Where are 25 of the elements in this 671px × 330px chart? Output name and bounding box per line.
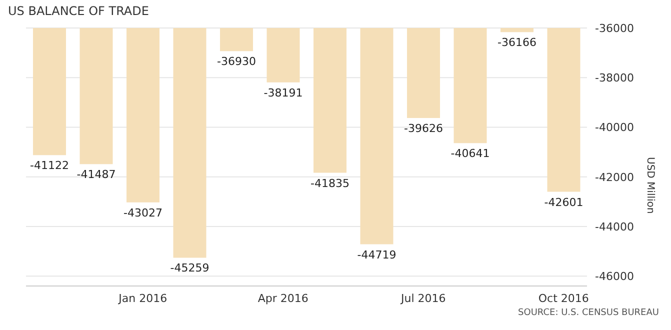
y-tick-label: -46000	[595, 270, 634, 283]
data-label: -44719	[357, 248, 396, 262]
y-tick-label: -36000	[595, 22, 634, 35]
x-tick-label: Jan 2016	[118, 292, 168, 305]
data-label: -41835	[310, 176, 350, 190]
y-axis-title: USD Million	[644, 157, 656, 214]
data-label: -40641	[450, 147, 490, 160]
chart-title: US BALANCE OF TRADE	[8, 4, 149, 18]
data-label: -39626	[404, 122, 443, 135]
data-label: -41122	[30, 159, 69, 172]
data-label: -36930	[217, 55, 256, 68]
data-label: -36166	[498, 36, 536, 50]
y-tick-label: -42000	[595, 170, 634, 184]
y-tick-label: -38000	[595, 72, 634, 85]
data-label: -41487	[76, 168, 116, 182]
y-tick-label: -44000	[595, 220, 634, 234]
data-label: -38191	[264, 86, 303, 100]
x-tick-label: Apr 2016	[258, 292, 308, 305]
data-label: -43027	[124, 206, 162, 220]
source-note: SOURCE: U.S. CENSUS BUREAU	[518, 308, 659, 318]
data-label: -42601	[544, 196, 584, 209]
x-tick-label: Oct 2016	[538, 292, 589, 305]
x-tick-label: Jul 2016	[400, 292, 446, 305]
data-label: -45259	[170, 262, 210, 275]
y-tick-label: -40000	[595, 121, 634, 134]
